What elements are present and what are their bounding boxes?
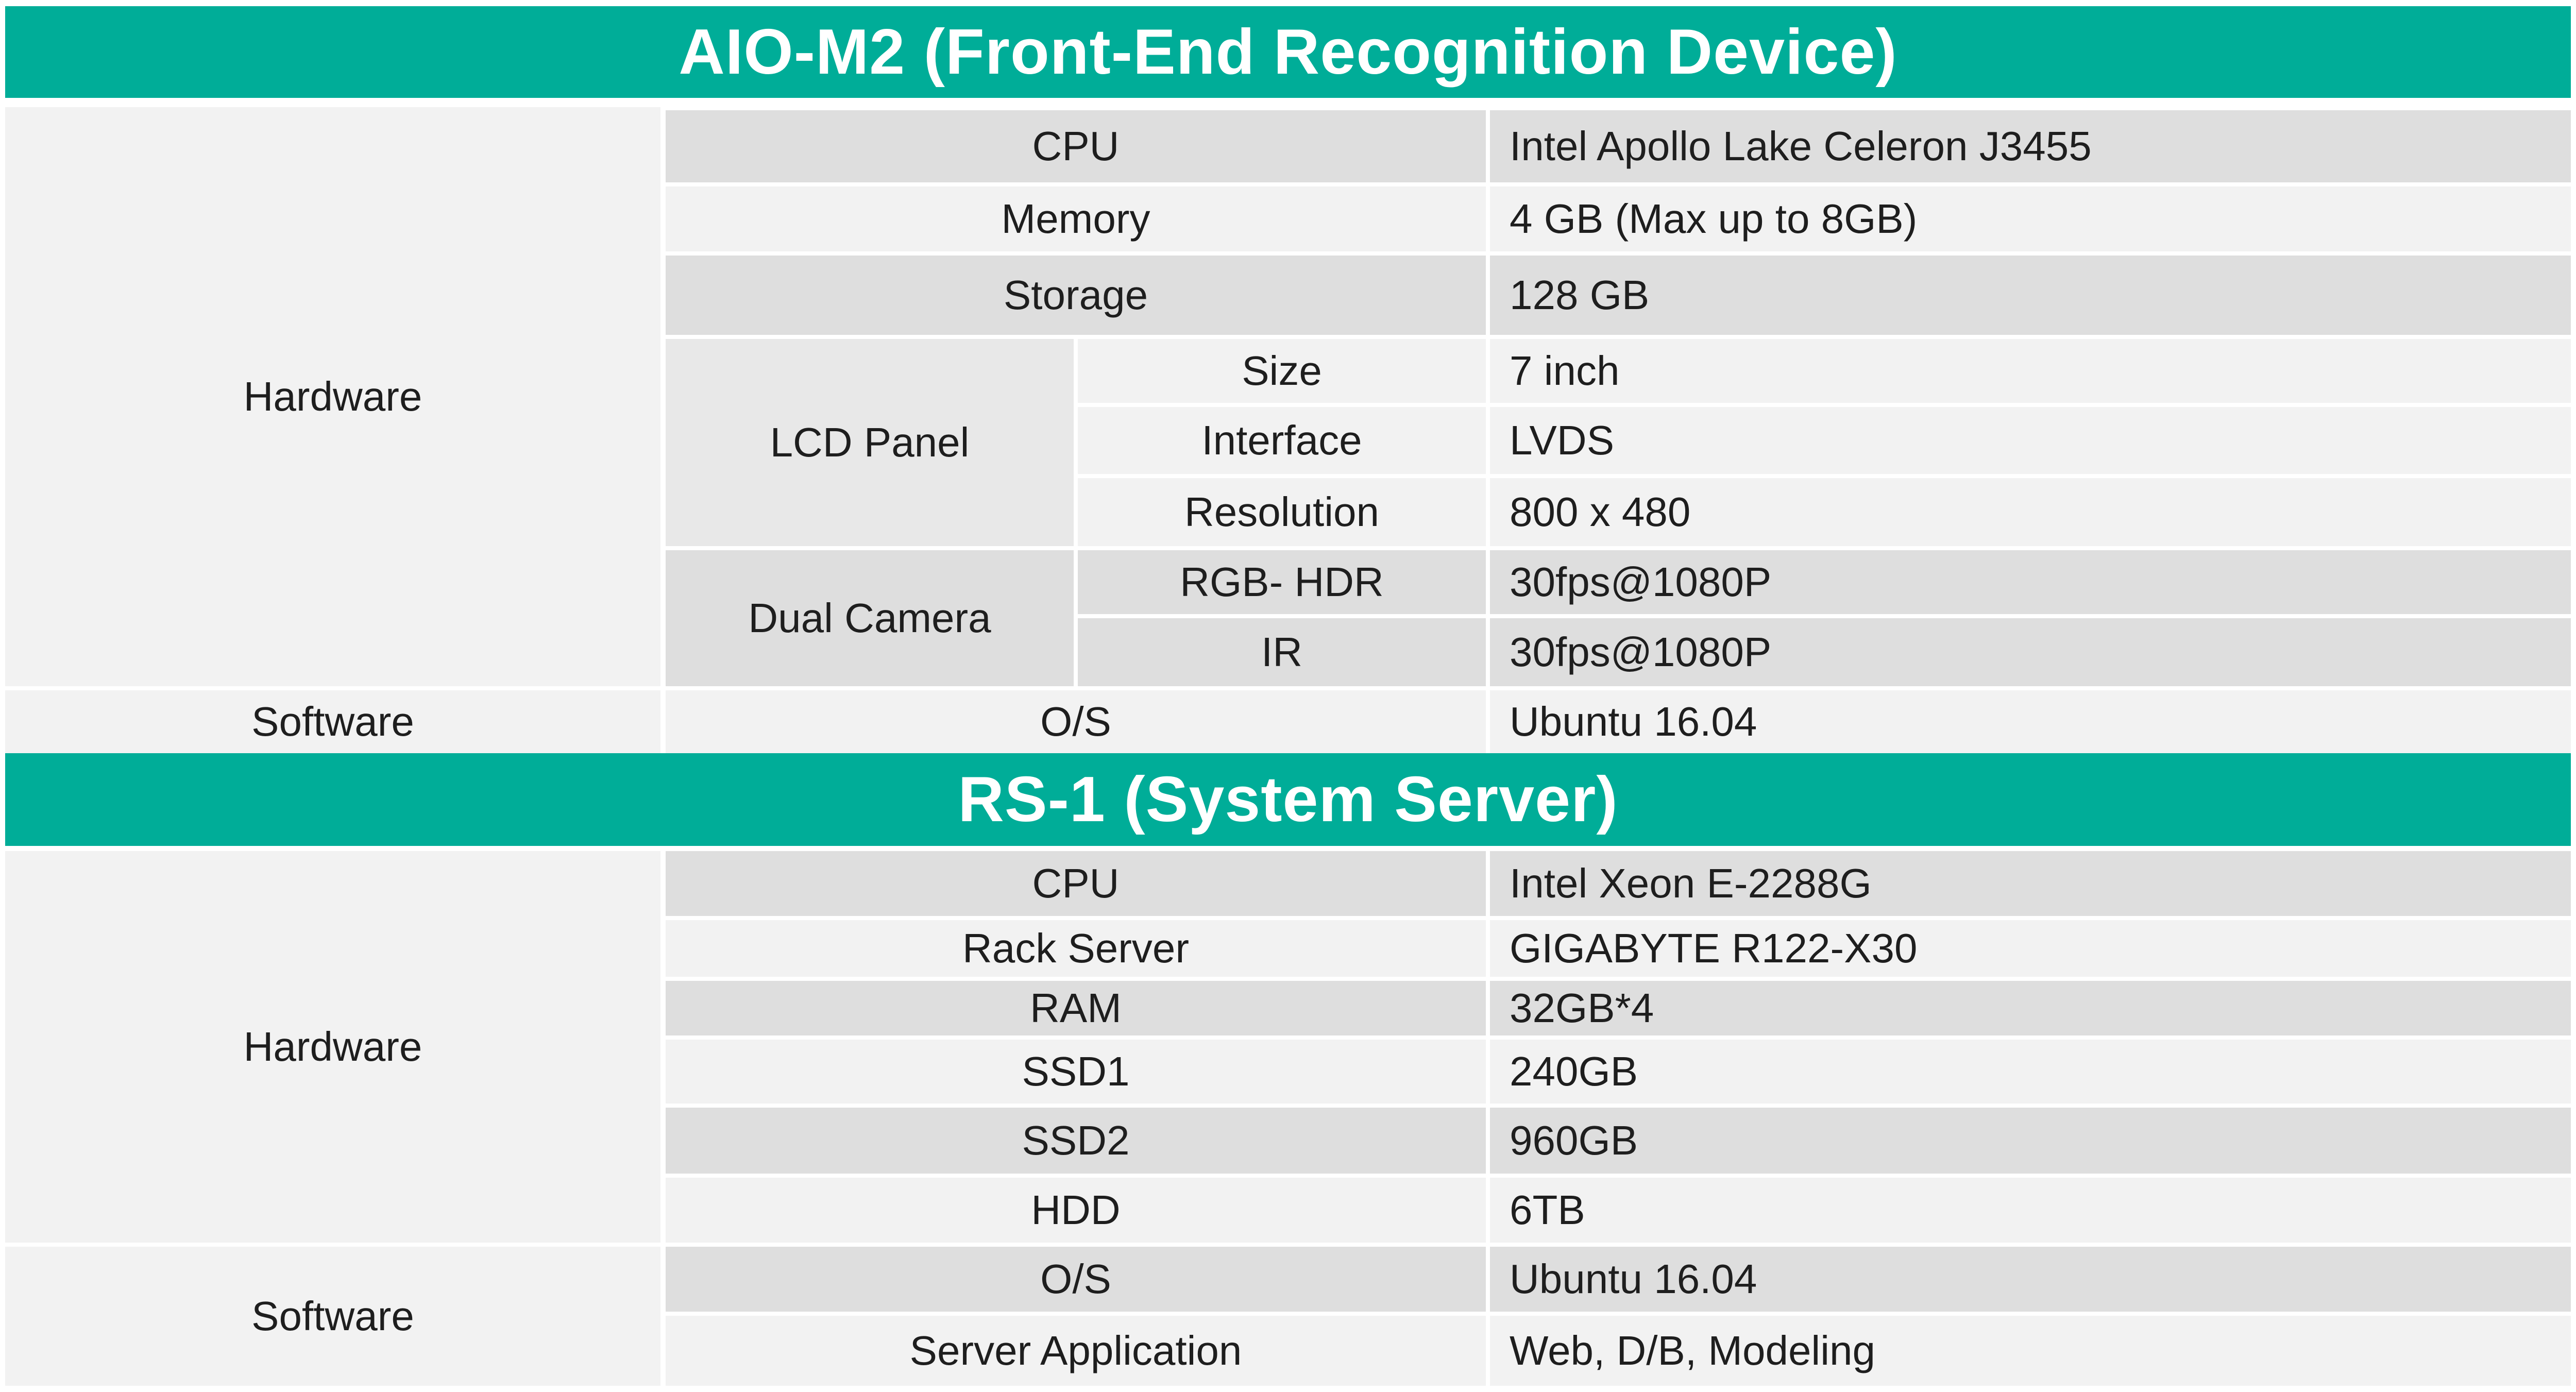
aio-title-banner: AIO-M2 (Front-End Recognition Device) <box>5 6 2571 98</box>
rs-row-value: 240GB <box>1490 1040 2571 1104</box>
rs-software-row-value: Web, D/B, Modeling <box>1490 1316 2571 1386</box>
camera-row-name: RGB- HDR <box>1078 550 1486 614</box>
spec-sheet: AIO-M2 (Front-End Recognition Device) Ha… <box>5 6 2571 1387</box>
rs-row-name: HDD <box>666 1178 1486 1243</box>
rs-row-value: 6TB <box>1490 1178 2571 1243</box>
lcd-panel-label: LCD Panel <box>666 339 1074 546</box>
rs-software-row-name: O/S <box>666 1247 1486 1312</box>
rs-title-banner: RS-1 (System Server) <box>5 753 2571 846</box>
rs-software-label: Software <box>5 1247 660 1386</box>
rs-hardware-label: Hardware <box>5 851 660 1243</box>
rs-software-row-name: Server Application <box>666 1316 1486 1386</box>
aio-row-name: CPU <box>666 110 1486 182</box>
lcd-row-name: Resolution <box>1078 478 1486 546</box>
lcd-row-value: LVDS <box>1490 407 2571 474</box>
rs-row-name: SSD1 <box>666 1040 1486 1104</box>
rs-row-name: RAM <box>666 981 1486 1035</box>
aio-row-value: Intel Apollo Lake Celeron J3455 <box>1490 110 2571 182</box>
aio-software-label: Software <box>5 690 660 753</box>
camera-row-name: IR <box>1078 618 1486 686</box>
aio-row-name: Storage <box>666 256 1486 335</box>
rs-row-value: 32GB*4 <box>1490 981 2571 1035</box>
aio-software-row-name: O/S <box>666 690 1486 753</box>
lcd-row-value: 800 x 480 <box>1490 478 2571 546</box>
camera-row-value: 30fps@1080P <box>1490 618 2571 686</box>
dual-camera-label: Dual Camera <box>666 550 1074 686</box>
rs-row-value: 960GB <box>1490 1108 2571 1174</box>
aio-row-value: 128 GB <box>1490 256 2571 335</box>
aio-software-row-value: Ubuntu 16.04 <box>1490 690 2571 753</box>
rs-row-name: Rack Server <box>666 920 1486 977</box>
aio-row-name: Memory <box>666 186 1486 251</box>
rs-row-name: CPU <box>666 851 1486 916</box>
aio-hardware-label: Hardware <box>5 107 660 686</box>
rs-row-name: SSD2 <box>666 1108 1486 1174</box>
rs-row-value: GIGABYTE R122-X30 <box>1490 920 2571 977</box>
rs-row-value: Intel Xeon E-2288G <box>1490 851 2571 916</box>
rs-software-row-value: Ubuntu 16.04 <box>1490 1247 2571 1312</box>
lcd-row-name: Size <box>1078 339 1486 403</box>
camera-row-value: 30fps@1080P <box>1490 550 2571 614</box>
aio-row-value: 4 GB (Max up to 8GB) <box>1490 186 2571 251</box>
lcd-row-name: Interface <box>1078 407 1486 474</box>
lcd-row-value: 7 inch <box>1490 339 2571 403</box>
